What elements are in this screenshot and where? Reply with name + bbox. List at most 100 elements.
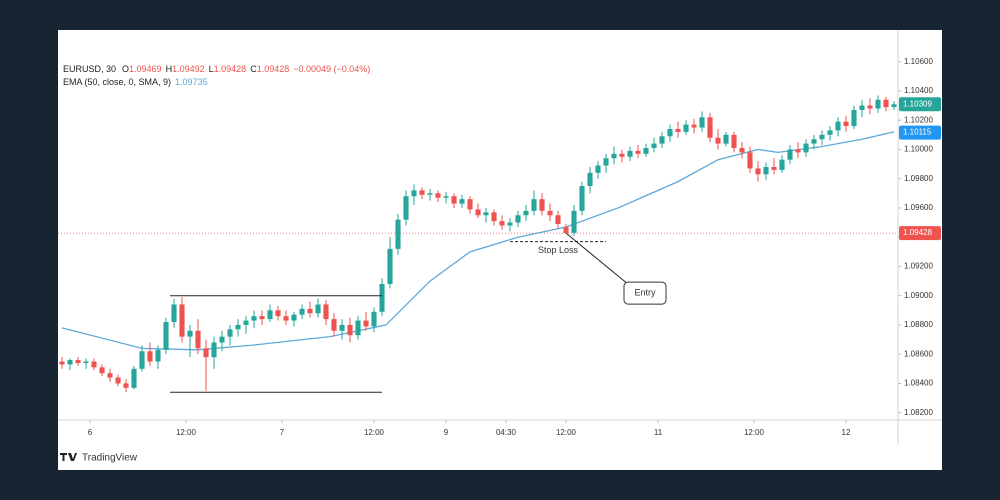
candle-body xyxy=(595,165,601,173)
y-tick-label: 1.10200 xyxy=(904,115,933,124)
candle-body xyxy=(827,130,833,135)
candle-body xyxy=(811,139,817,144)
price-badge-label: 1.09428 xyxy=(903,228,932,237)
candle-body xyxy=(451,196,457,204)
y-tick-label: 1.08400 xyxy=(904,379,933,388)
ohlc-key: O xyxy=(122,64,129,74)
candle-body xyxy=(435,193,441,198)
candle-body xyxy=(131,368,137,388)
candle-body xyxy=(283,316,289,321)
candle-body xyxy=(715,137,721,144)
candle-body xyxy=(123,383,129,388)
indicator-label: EMA (50, close, 0, SMA, 9) xyxy=(63,77,171,87)
price-badge-label: 1.10115 xyxy=(903,128,932,137)
candle-body xyxy=(523,210,529,216)
candle-body xyxy=(315,304,321,314)
candle-body xyxy=(547,210,553,216)
indicator-header: EMA (50, close, 0, SMA, 9) 1.09735 xyxy=(63,77,208,87)
candle-body xyxy=(699,117,705,128)
candle-body xyxy=(195,330,201,349)
candle-body xyxy=(603,158,609,166)
ohlc-value: 1.09469 xyxy=(129,64,162,74)
x-tick-label: 12:00 xyxy=(364,428,385,437)
candle-body xyxy=(627,150,633,157)
candle-body xyxy=(291,314,297,321)
candle-body xyxy=(491,212,497,222)
candle-body xyxy=(331,319,337,331)
candle-body xyxy=(75,360,81,363)
candle-body xyxy=(803,143,809,153)
candle-body xyxy=(67,360,73,365)
candle-body xyxy=(707,117,713,138)
candle-body xyxy=(531,199,537,211)
candle-body xyxy=(379,283,385,312)
candle-body xyxy=(259,316,265,320)
candle-body xyxy=(403,196,409,220)
candle-body xyxy=(843,121,849,127)
x-tick-label: 12:00 xyxy=(556,428,577,437)
candle-body xyxy=(891,104,897,108)
candle-body xyxy=(171,304,177,323)
candle-body xyxy=(203,348,209,358)
candle-body xyxy=(659,136,665,144)
candle-body xyxy=(91,361,97,368)
x-tick-label: 04:30 xyxy=(496,428,517,437)
candle-body xyxy=(443,196,449,198)
candle-body xyxy=(779,159,785,170)
candle-body xyxy=(507,222,513,226)
price-badge-label: 1.10309 xyxy=(903,99,932,108)
candle-body xyxy=(83,361,89,363)
logo-icon xyxy=(60,453,77,461)
ohlc-key: H xyxy=(166,64,173,74)
candle-body xyxy=(371,311,377,327)
candle-body xyxy=(363,320,369,327)
price-badge xyxy=(899,226,941,241)
ohlc-value: 1.09492 xyxy=(172,64,205,74)
candle-body xyxy=(419,190,425,195)
candle-body xyxy=(243,320,249,325)
candle-body xyxy=(643,147,649,154)
candle-body xyxy=(867,105,873,109)
candle-body xyxy=(683,124,689,132)
x-tick-label: 6 xyxy=(88,428,93,437)
y-tick-label: 1.09200 xyxy=(904,262,933,271)
candle-body xyxy=(139,351,145,369)
x-tick-label: 9 xyxy=(444,428,449,437)
candle-body xyxy=(635,150,641,154)
y-tick-label: 1.09800 xyxy=(904,174,933,183)
candle-body xyxy=(731,134,737,148)
candle-body xyxy=(539,199,545,211)
candle-body xyxy=(459,199,465,204)
candle-body xyxy=(59,361,65,365)
candle-body xyxy=(323,304,329,320)
ema-line xyxy=(61,131,895,351)
x-tick-label: 11 xyxy=(654,428,663,437)
y-tick-label: 1.10000 xyxy=(904,145,933,154)
candle-body xyxy=(571,210,577,233)
y-tick-label: 1.08800 xyxy=(904,320,933,329)
y-tick-label: 1.10600 xyxy=(904,57,933,66)
x-tick-label: 12:00 xyxy=(176,428,197,437)
candle-body xyxy=(619,153,625,157)
candle-body xyxy=(483,212,489,216)
candle-body xyxy=(99,367,105,374)
y-tick-label: 1.10400 xyxy=(904,86,933,95)
candle-body xyxy=(339,324,345,331)
candle-body xyxy=(747,152,753,169)
x-tick-label: 12:00 xyxy=(744,428,765,437)
candle-body xyxy=(347,324,353,336)
candle-body xyxy=(875,99,881,109)
candle-body xyxy=(611,153,617,159)
candle-body xyxy=(475,209,481,216)
candle-body xyxy=(187,330,193,337)
candle-body xyxy=(267,310,273,320)
candle-body xyxy=(555,215,561,225)
candle-body xyxy=(787,149,793,160)
candle-body xyxy=(147,351,153,362)
ohlc-value: 1.09428 xyxy=(257,64,290,74)
candle-body xyxy=(691,124,697,128)
ohlc-key: L xyxy=(209,64,214,74)
candle-body xyxy=(675,128,681,132)
candle-body xyxy=(355,320,361,336)
candle-body xyxy=(115,377,121,384)
